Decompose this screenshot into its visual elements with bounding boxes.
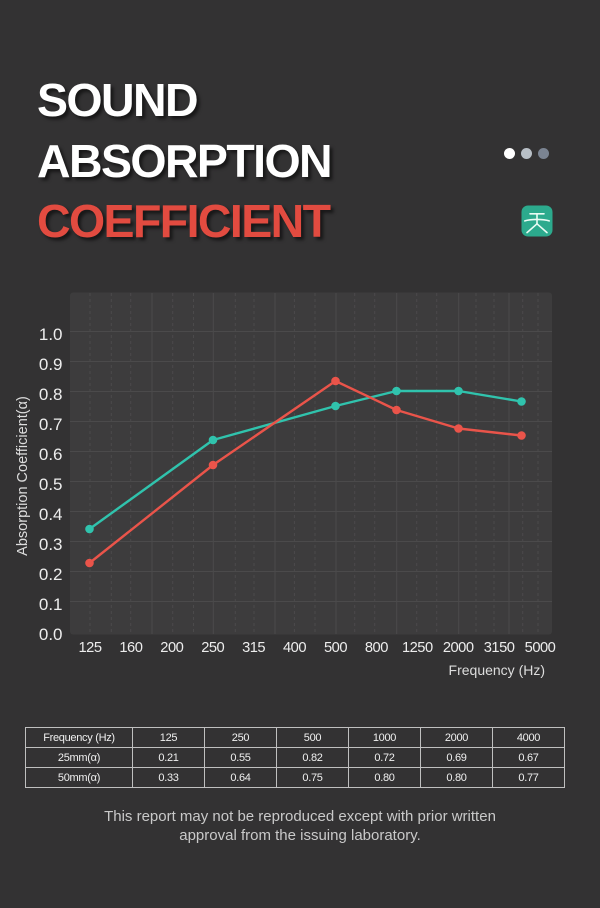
svg-text:800: 800 <box>365 640 388 656</box>
svg-text:0.7: 0.7 <box>39 415 63 434</box>
svg-text:0.9: 0.9 <box>39 355 63 374</box>
svg-text:1250: 1250 <box>402 640 433 656</box>
svg-text:0.6: 0.6 <box>39 445 63 464</box>
svg-text:0.2: 0.2 <box>39 565 63 584</box>
svg-text:3150: 3150 <box>484 640 515 656</box>
svg-text:200: 200 <box>160 640 183 656</box>
svg-text:125: 125 <box>78 640 101 656</box>
svg-text:0.8: 0.8 <box>39 385 63 404</box>
svg-text:250: 250 <box>201 640 224 656</box>
svg-text:2000: 2000 <box>443 640 474 656</box>
svg-text:400: 400 <box>283 640 306 656</box>
svg-text:500: 500 <box>324 640 347 656</box>
svg-text:Frequency (Hz): Frequency (Hz) <box>449 662 545 678</box>
svg-text:0.1: 0.1 <box>39 595 63 614</box>
svg-text:0.4: 0.4 <box>39 505 63 524</box>
svg-text:0.3: 0.3 <box>39 535 63 554</box>
svg-text:0.0: 0.0 <box>39 625 63 644</box>
svg-text:0.5: 0.5 <box>39 475 63 494</box>
svg-text:315: 315 <box>242 640 265 656</box>
svg-text:160: 160 <box>119 640 142 656</box>
svg-text:1.0: 1.0 <box>39 325 63 344</box>
svg-text:Absorption Coefficient(α): Absorption Coefficient(α) <box>15 396 31 556</box>
svg-text:5000: 5000 <box>525 640 556 656</box>
